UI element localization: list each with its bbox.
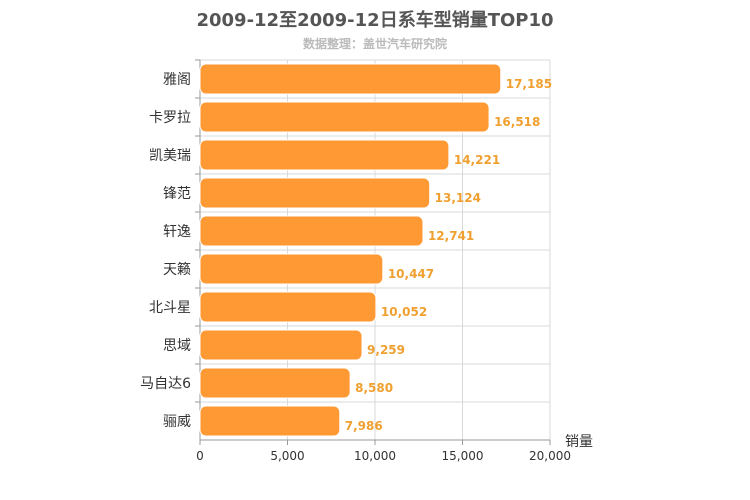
x-tick-label: 15,000 [442,449,484,463]
bar [199,329,363,361]
category-label: 雅阁 [163,72,191,88]
value-label: 7,986 [345,419,383,433]
x-tick-label: 0 [196,449,204,463]
value-label: 9,259 [367,343,405,357]
category-label: 凯美瑞 [149,148,191,164]
x-tick-label: 5,000 [270,449,304,463]
category-label: 天籁 [163,262,191,278]
value-label: 10,447 [388,267,434,281]
x-axis-title: 销量 [565,434,593,450]
value-label: 12,741 [428,229,474,243]
bar [199,215,424,247]
chart-title: 2009-12至2009-12日系车型销量TOP10 [196,10,554,31]
bar [199,139,450,171]
category-label: 思域 [163,338,191,354]
value-label: 10,052 [381,305,427,319]
bar [199,101,490,133]
bar [199,177,431,209]
chart-subtitle: 数据整理：盖世汽车研究院 [302,37,447,51]
value-label: 13,124 [435,191,481,205]
category-label: 卡罗拉 [149,110,191,126]
bar [199,63,502,95]
bar [199,291,377,323]
category-label: 马自达6 [140,376,191,392]
value-label: 16,518 [494,115,540,129]
value-label: 17,185 [506,77,552,91]
category-label: 北斗星 [149,300,191,316]
value-label: 8,580 [355,381,393,395]
bar [199,253,384,285]
bar [199,367,351,399]
category-label: 锋范 [163,185,191,202]
value-label: 14,221 [454,153,500,167]
x-tick-label: 10,000 [354,449,396,463]
x-tick-label: 20,000 [529,449,571,463]
category-label: 轩逸 [163,224,191,240]
bar [199,405,341,437]
category-label: 骊威 [163,414,191,430]
